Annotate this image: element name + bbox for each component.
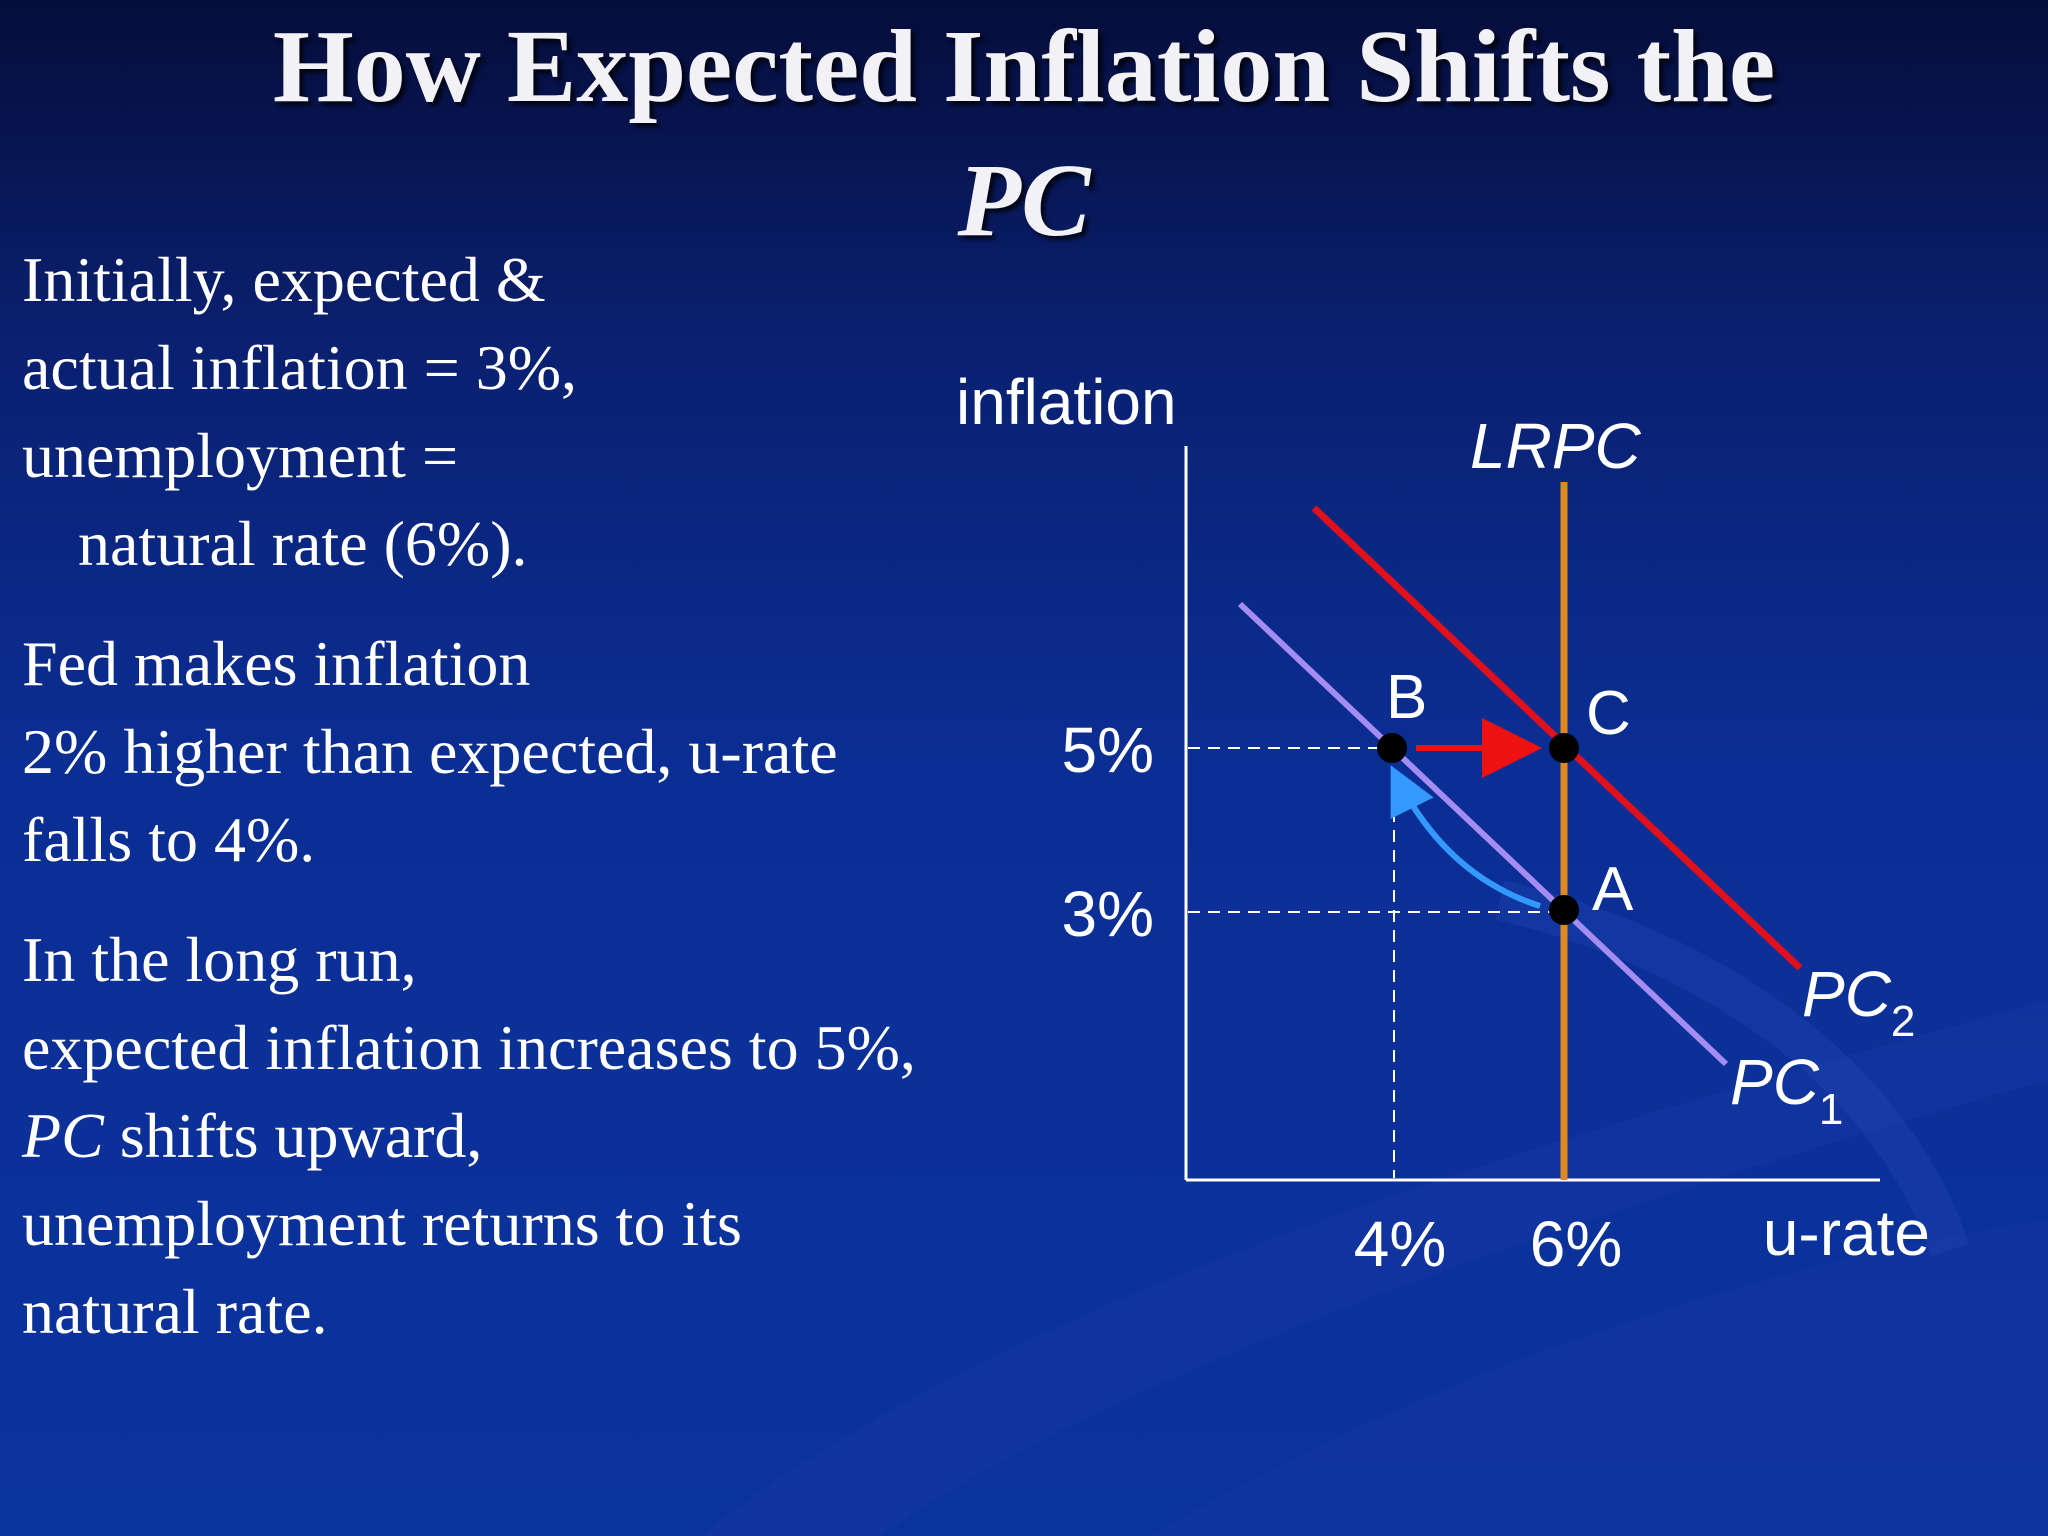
short-run-move-arrow bbox=[1390, 765, 1541, 909]
point-c-label: C bbox=[1586, 679, 1631, 748]
point-b bbox=[1377, 733, 1407, 763]
lrpc-label: LRPC bbox=[1470, 410, 1642, 482]
bullet-text-line: expected inflation increases to 5%, bbox=[22, 1012, 916, 1083]
bullet-text-line: PC shifts upward, bbox=[22, 1092, 1032, 1180]
pc-emphasis: PC bbox=[22, 1100, 104, 1171]
bullet-text-line: natural rate. bbox=[22, 1276, 328, 1347]
point-b-label: B bbox=[1386, 663, 1427, 732]
slide-title: How Expected Inflation Shifts the PC bbox=[0, 0, 2048, 268]
bullet-fed-action: Fed makes inflation 2% higher than expec… bbox=[22, 620, 1032, 884]
pc2-label-sub: 2 bbox=[1891, 997, 1915, 1046]
y-tick-5pct: 5% bbox=[1062, 714, 1155, 786]
pc1-label: PC1 bbox=[1730, 1046, 1843, 1134]
x-tick-6pct: 6% bbox=[1530, 1208, 1623, 1280]
bullet-list: Initially, expected & actual inflation =… bbox=[22, 236, 1032, 1388]
bullet-text-line: unemployment = bbox=[22, 420, 459, 491]
bullet-text-line: 2% higher than expected, u-rate bbox=[22, 716, 838, 787]
point-c bbox=[1549, 733, 1579, 763]
bullet-text-line: unemployment returns to its bbox=[22, 1188, 742, 1259]
bullet-text-line: natural rate (6%). bbox=[78, 508, 528, 579]
pc1-curve bbox=[1237, 601, 1729, 1067]
pc1-label-base: PC bbox=[1730, 1046, 1820, 1118]
title-line-2: PC bbox=[957, 143, 1091, 258]
pc2-label: PC2 bbox=[1802, 958, 1915, 1046]
bullet-text-line: Fed makes inflation bbox=[22, 628, 531, 699]
bullet-initial-state: Initially, expected & actual inflation =… bbox=[22, 236, 1032, 588]
point-a-label: A bbox=[1592, 855, 1634, 924]
bullet-text-line: actual inflation = 3%, bbox=[22, 332, 578, 403]
x-tick-4pct: 4% bbox=[1354, 1208, 1447, 1280]
bullet-text-line: falls to 4%. bbox=[22, 804, 316, 875]
x-axis-label: u-rate bbox=[1763, 1197, 1930, 1269]
point-a bbox=[1549, 895, 1579, 925]
pc2-label-base: PC bbox=[1802, 958, 1892, 1030]
bullet-long-run: In the long run, expected inflation incr… bbox=[22, 916, 1032, 1356]
title-line-1: How Expected Inflation Shifts the bbox=[272, 9, 1776, 124]
bullet-text-line: In the long run, bbox=[22, 924, 417, 995]
y-axis-label: inflation bbox=[956, 366, 1177, 438]
pc1-label-sub: 1 bbox=[1819, 1085, 1843, 1134]
bullet-text-fragment: shifts upward, bbox=[119, 1100, 483, 1171]
y-tick-3pct: 3% bbox=[1062, 878, 1155, 950]
bullet-text-line: Initially, expected & bbox=[22, 244, 546, 315]
